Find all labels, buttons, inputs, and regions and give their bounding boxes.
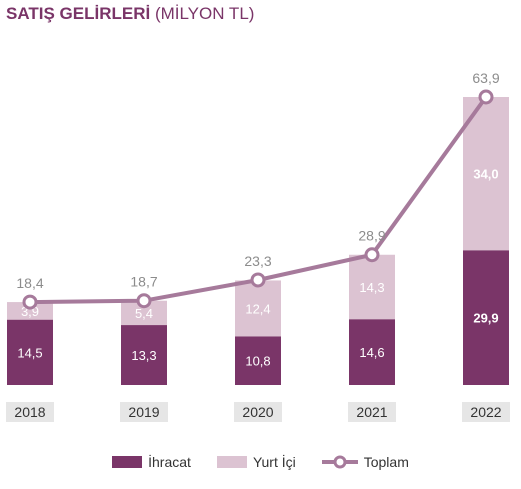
label-export-2021: 14,6 xyxy=(359,345,384,360)
bar-export-2021 xyxy=(349,319,395,385)
bar-export-2022 xyxy=(463,250,509,385)
bar-export-2018 xyxy=(7,319,53,385)
total-point-2018 xyxy=(22,294,38,310)
axis-label-bg-2019 xyxy=(120,402,168,422)
axis-label-2022: 2022 xyxy=(470,404,501,420)
total-point-2022 xyxy=(478,89,494,105)
axis-label-2021: 2021 xyxy=(356,404,387,420)
label-export-2018: 14,5 xyxy=(17,345,42,360)
legend-swatch-domestic xyxy=(216,456,247,468)
total-line xyxy=(29,95,488,305)
total-label-2021: 28,9 xyxy=(358,228,385,244)
legend-item-export: İhracat xyxy=(112,454,191,470)
chart-title: SATIŞ GELİRLERİ (MİLYON TL) xyxy=(6,4,254,24)
axis-label-bg-2022 xyxy=(462,402,510,422)
label-export-2022: 29,9 xyxy=(473,311,498,326)
label-domestic-2022: 34,0 xyxy=(473,167,498,182)
axis-label-bg-2021 xyxy=(348,402,396,422)
chart-legend: İhracat Yurt İçi Toplam xyxy=(0,454,521,470)
total-label-2018: 18,4 xyxy=(16,275,43,291)
axis-label-bg-2018 xyxy=(6,402,54,422)
legend-line-total xyxy=(321,455,358,469)
total-point-2019 xyxy=(136,293,152,309)
legend-item-domestic: Yurt İçi xyxy=(216,454,296,470)
sales-revenue-chart: 14,53,9201813,35,4201910,812,4202014,614… xyxy=(6,70,510,422)
label-domestic-2019: 5,4 xyxy=(135,306,153,321)
bar-export-2019 xyxy=(121,325,167,385)
label-export-2020: 10,8 xyxy=(245,354,270,369)
legend-swatch-export xyxy=(112,456,143,468)
legend-label-total: Toplam xyxy=(363,454,409,470)
chart-title-unit: (MİLYON TL) xyxy=(154,4,255,23)
legend-label-domestic: Yurt İçi xyxy=(252,454,296,470)
axis-label-bg-2020 xyxy=(234,402,282,422)
label-domestic-2020: 12,4 xyxy=(245,301,270,316)
total-point-2021 xyxy=(364,247,380,263)
label-export-2019: 13,3 xyxy=(131,348,156,363)
bar-domestic-2022 xyxy=(463,97,509,251)
total-label-2020: 23,3 xyxy=(244,253,271,269)
total-label-2019: 18,7 xyxy=(130,274,157,290)
bar-export-2020 xyxy=(235,336,281,385)
total-point-2020 xyxy=(250,272,266,288)
axis-label-2018: 2018 xyxy=(14,404,45,420)
label-domestic-2021: 14,3 xyxy=(359,280,384,295)
bar-domestic-2021 xyxy=(349,254,395,320)
axis-label-2020: 2020 xyxy=(242,404,273,420)
chart-title-main: SATIŞ GELİRLERİ xyxy=(6,4,151,23)
bar-domestic-2018 xyxy=(7,302,53,320)
total-label-2022: 63,9 xyxy=(472,70,499,86)
legend-label-export: İhracat xyxy=(148,454,191,470)
bar-domestic-2020 xyxy=(235,280,281,337)
axis-label-2019: 2019 xyxy=(128,404,159,420)
legend-item-total: Toplam xyxy=(321,454,409,470)
